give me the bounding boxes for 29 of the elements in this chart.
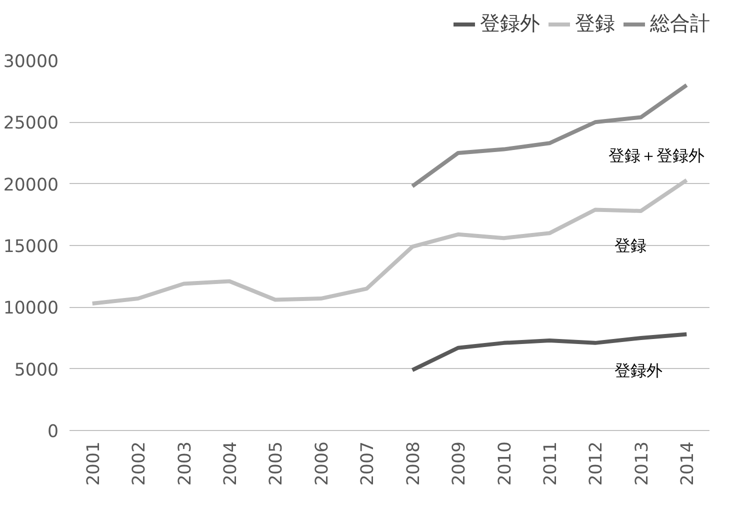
- y-tick-label: 20000: [3, 175, 58, 196]
- x-tick-label: 2003: [175, 441, 196, 486]
- y-tick-label: 5000: [14, 360, 59, 380]
- x-tick-label: 2007: [358, 441, 378, 486]
- x-tick-label: 2002: [130, 441, 150, 486]
- x-tick-label: 2008: [404, 441, 424, 486]
- x-tick-label: 2009: [450, 441, 470, 486]
- x-tick-label: 2011: [541, 441, 561, 486]
- x-tick-label: 2012: [586, 441, 607, 486]
- y-tick-label: 15000: [3, 237, 58, 257]
- x-tick-label: 2006: [312, 441, 332, 486]
- x-tick-label: 2001: [84, 441, 104, 486]
- x-tick-label: 2005: [266, 441, 287, 486]
- x-tick-label: 2013: [632, 441, 652, 486]
- y-tick-label: 25000: [3, 114, 58, 134]
- x-tick-label: 2014: [678, 441, 698, 486]
- legend-label: 登録外: [480, 10, 540, 37]
- y-tick-label: 0: [47, 422, 59, 442]
- x-tick-label: 2004: [221, 441, 241, 486]
- x-tick-label: 2010: [495, 441, 516, 486]
- annotation: 登録: [614, 236, 646, 255]
- line-series: [410, 83, 689, 188]
- line-series: [90, 178, 689, 306]
- annotation: 登録＋登録外: [608, 146, 704, 165]
- y-tick-label: 10000: [3, 298, 58, 319]
- annotation: 登録外: [614, 361, 662, 380]
- legend-label: 登録: [575, 10, 615, 37]
- legend-label: 総合計: [650, 10, 710, 37]
- y-tick-label: 30000: [3, 52, 58, 72]
